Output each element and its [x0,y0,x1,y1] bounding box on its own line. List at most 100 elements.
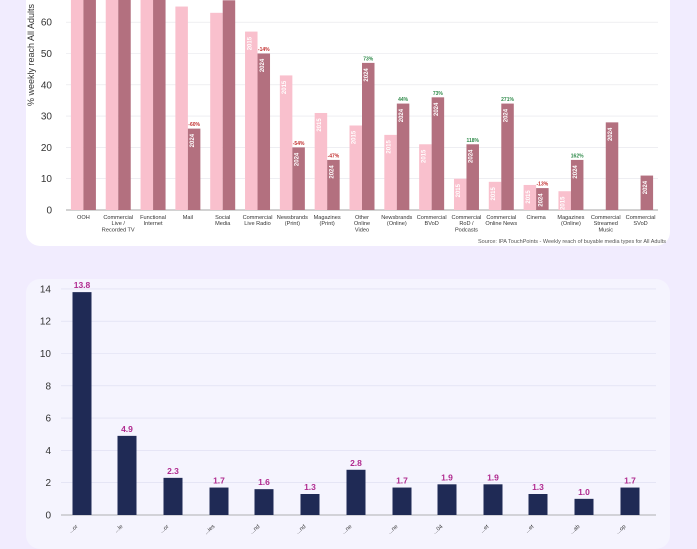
y-tick-label: 8 [45,381,51,392]
bar-2015 [314,112,328,210]
bar-2024 [431,97,445,210]
bar-value-label: 1.0 [578,487,590,497]
bar-2024 [362,62,375,210]
bar-2015 [488,181,502,210]
bar-2015 [210,12,223,211]
bar [620,487,640,515]
bar-year-label: 2015 [421,149,427,163]
change-label: -13% [537,182,549,188]
bar-year-label: 2015 [387,140,393,154]
bar-year-label: 2024 [329,165,335,179]
bar-2015 [523,184,537,210]
bar-2024 [153,0,166,210]
y-tick-label: 20 [41,143,53,154]
bar-2024 [466,144,479,210]
x-category-label: Social Media [215,215,231,227]
bar-2015 [419,144,432,210]
bar-year-label: 2024 [469,149,475,163]
bar-year-label: 2024 [399,108,405,122]
bar-2015 [453,178,467,210]
y-tick-label: 0 [46,206,52,217]
bar-2015 [279,75,293,210]
y-tick-label: 2 [45,478,51,489]
bar-value-label: 1.9 [441,472,453,482]
change-label: -47% [328,153,340,159]
reach-bar-chart: % weekly reach All Adults 0 10 20 30 40 50 60 OO… [26,0,666,245]
x-category-label: Mail [183,215,193,221]
x-category-label: ...et [479,524,490,535]
bar [437,484,457,515]
bar-2024 [292,147,305,210]
bar-2024 [327,159,340,210]
bar-year-label: 2024 [608,127,614,141]
source-note: Source: IPA TouchPoints - Weekly reach o… [478,239,666,245]
bar-value-label: 2.3 [167,466,179,476]
y-tick-label: 10 [40,349,52,360]
x-category-label: OOH [77,215,90,221]
change-label: -60% [188,122,200,128]
bar-2015 [384,134,397,210]
bar-year-label: 2024 [434,102,440,116]
change-label: 73% [433,91,444,97]
bar-2024 [640,175,654,210]
x-category-label: ...or [159,524,170,535]
y-tick-label: 50 [41,49,53,60]
bar-year-label: 2024 [538,193,544,207]
x-category-label: Commercial RoD / Podcasts [452,215,482,233]
bar-year-label: 2015 [282,80,288,94]
bar-year-label: 2015 [526,190,532,204]
y-tick-label: 40 [41,80,53,91]
x-category-label: Cinema [526,215,546,221]
y-tick-label: 6 [45,414,51,425]
bar-year-label: 2015 [491,186,497,200]
bar-year-label: 2015 [247,36,253,50]
ratio-chart-card: 0 2 4 6 8 10 12 14 13.8 ...or 4.9 ...le 2.3 ...or 1.7.… [26,279,670,549]
bar-2015 [140,0,154,210]
bar-value-label: 2.8 [350,458,362,468]
x-category-label: Commercial Live / Recorded TV [102,215,135,233]
bar-2024 [222,0,236,210]
change-label: -14% [258,47,270,53]
bar [117,435,137,515]
x-category-label: Commercial Live Radio [243,215,273,227]
bar-2024 [83,0,96,210]
x-category-label: Newsbrands (Online) [381,215,412,227]
bar [392,487,412,515]
bar-year-label: 2015 [561,196,567,210]
x-category-label: Commercial Streamed Music [591,215,621,233]
x-category-label: Magazines (Online) [557,215,584,227]
bar-value-label: 1.9 [487,472,499,482]
bar-year-label: 2024 [504,108,510,122]
x-category-label: Magazines (Print) [314,215,341,227]
bar-2015 [105,0,119,210]
bar-value-label: 13.8 [74,280,91,290]
x-category-label: Commercial BVoD [417,215,447,227]
bar-2024 [187,128,201,210]
change-label: -54% [293,141,305,147]
x-category-label: ...le [114,524,125,534]
x-category-label: Newsbrands (Print) [277,215,308,227]
bar-value-label: 1.6 [258,477,270,487]
bar-value-label: 1.7 [396,476,408,486]
bar-2024 [396,103,410,210]
bar-2015 [175,6,188,210]
bar-2024 [605,122,619,210]
bar-2024 [570,159,584,210]
bar-2015 [245,31,258,211]
bar-year-label: 2024 [190,133,196,147]
x-category-label: ...et [524,524,535,535]
bar-2015 [70,0,84,210]
bar [163,477,183,515]
bar [346,469,366,515]
bar [483,484,503,515]
reach-chart-card: % weekly reach All Adults 0 10 20 30 40 50 60 OO… [26,0,670,246]
bar [574,498,594,515]
y-axis-label: % weekly reach All Adults [26,3,36,106]
bar [254,489,274,515]
y-tick-label: 12 [40,317,52,328]
bar-year-label: 2024 [260,58,266,72]
change-label: 118% [466,138,479,144]
y-tick-label: 4 [45,446,51,457]
bar-2024 [536,188,549,210]
change-label: 73% [363,56,374,62]
